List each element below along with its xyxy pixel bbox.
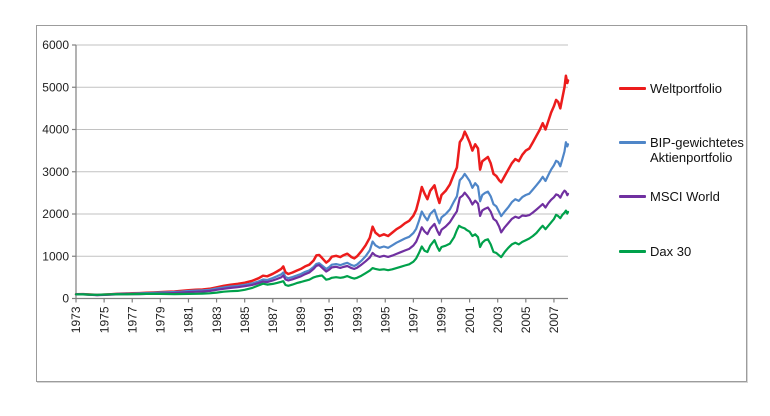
y-tick-label-4000: 4000 (42, 123, 69, 137)
x-tick-label-1979: 1979 (154, 306, 168, 333)
y-tick-label-2000: 2000 (42, 207, 69, 221)
axis-labels: 0 1000 2000 3000 4000 5000 6000 1973 1975 1977 197… (42, 38, 561, 333)
x-tick-label-1983: 1983 (210, 306, 224, 333)
x-tick-label-2005: 2005 (519, 306, 533, 333)
x-tick-label-2001: 2001 (463, 306, 477, 333)
x-tick-label-1993: 1993 (350, 306, 364, 333)
tick-marks (72, 44, 555, 303)
y-tick-label-0: 0 (62, 292, 69, 306)
series-line-dax-30 (74, 209, 570, 296)
series-line-msci-world (74, 189, 570, 297)
x-tick-label-2003: 2003 (491, 306, 505, 333)
chart-frame: 0 1000 2000 3000 4000 5000 6000 1973 1975 1977 197… (36, 25, 747, 382)
series-line-weltportfolio (74, 74, 570, 297)
x-tick-label-1989: 1989 (294, 306, 308, 333)
x-tick-label-1977: 1977 (125, 306, 139, 333)
x-tick-label-1975: 1975 (97, 306, 111, 333)
x-tick-label-1981: 1981 (182, 306, 196, 333)
x-tick-label-1991: 1991 (322, 306, 336, 333)
y-gridlines (76, 44, 568, 257)
x-tick-label-1999: 1999 (435, 306, 449, 333)
series-line-bip-aktienportfolio (74, 141, 570, 297)
y-tick-label-3000: 3000 (42, 165, 69, 179)
x-tick-label-1973: 1973 (69, 306, 83, 333)
y-tick-label-1000: 1000 (42, 249, 69, 263)
x-tick-label-1997: 1997 (407, 306, 421, 333)
x-tick-label-2007: 2007 (547, 306, 561, 333)
series-lines (74, 74, 570, 297)
y-tick-label-5000: 5000 (42, 80, 69, 94)
y-tick-label-6000: 6000 (42, 38, 69, 52)
plot-area: 0 1000 2000 3000 4000 5000 6000 1973 1975 1977 197… (42, 38, 570, 333)
x-tick-label-1995: 1995 (378, 306, 392, 333)
x-tick-label-1987: 1987 (266, 306, 280, 333)
x-tick-label-1985: 1985 (238, 306, 252, 333)
